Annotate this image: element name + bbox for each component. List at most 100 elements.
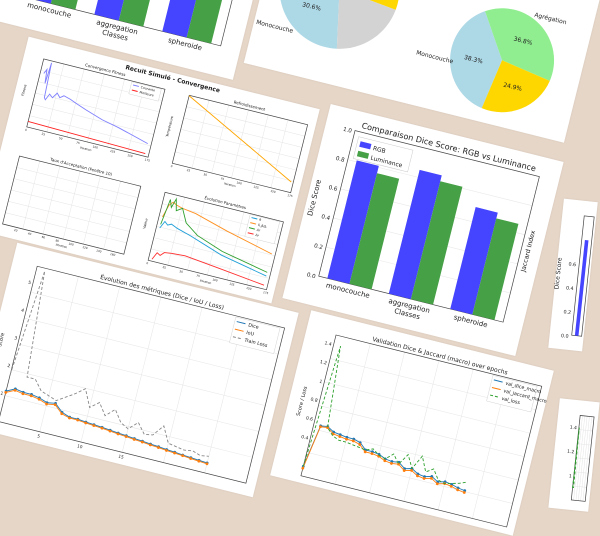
x-tick-label: 40 bbox=[27, 231, 32, 236]
x-tick-label: 100 bbox=[92, 145, 98, 150]
gridline bbox=[8, 201, 130, 232]
pie-slice-#ffd700 bbox=[481, 60, 550, 113]
data-point bbox=[21, 392, 25, 396]
x-tick-label: 25 bbox=[41, 132, 46, 137]
data-point bbox=[60, 412, 64, 416]
pie-charts: 30.6%Monocouche29.4%Agrégation38.3%Monoc… bbox=[255, 0, 567, 113]
y-axis-label: Score / Loss bbox=[296, 386, 309, 417]
pie-pct-label: 38.3% bbox=[463, 54, 483, 65]
y-tick-label: 1.4 bbox=[324, 340, 333, 348]
legend-box bbox=[244, 214, 280, 245]
gridline bbox=[582, 416, 593, 502]
data-point bbox=[326, 426, 329, 429]
legend-label: Δr bbox=[256, 228, 261, 233]
bar-RGB-spheroide bbox=[450, 207, 498, 315]
series-line-IoU bbox=[5, 389, 208, 465]
y-tick-label: 0.6 bbox=[328, 185, 339, 193]
pie-charts-card: 30.6%Monocouche29.4%Agrégation38.3%Monoc… bbox=[243, 0, 600, 143]
y-tick-label: 0.2 bbox=[313, 243, 323, 251]
gridline bbox=[175, 151, 294, 182]
data-point bbox=[157, 446, 160, 449]
legend-label: IoU bbox=[246, 330, 256, 338]
plot-frame bbox=[26, 58, 166, 158]
y-tick-label: 0.4 bbox=[300, 434, 309, 442]
x-axis-label: Itération bbox=[224, 181, 237, 188]
pie-slice-Monocouche bbox=[450, 11, 503, 109]
series-line-Dice bbox=[5, 388, 208, 464]
x-tick-label: 100 bbox=[68, 242, 74, 247]
data-point bbox=[29, 394, 33, 398]
pie-pct-label: 24.9% bbox=[502, 82, 522, 93]
gridline bbox=[32, 104, 154, 135]
pie-pct-label: 30.6% bbox=[301, 1, 321, 12]
y-tick-label: 1 bbox=[569, 473, 573, 479]
x-tick-label: 60 bbox=[41, 235, 46, 240]
data-point bbox=[37, 397, 41, 401]
gridline bbox=[83, 176, 101, 245]
bottom-right-partial-chart: 11.21.4 bbox=[567, 415, 595, 502]
data-point bbox=[84, 421, 88, 425]
legend-label: δ_β/Δ bbox=[257, 223, 267, 229]
x-tick-label: 175 bbox=[263, 290, 269, 295]
legend-swatch bbox=[247, 232, 254, 235]
legend-box bbox=[128, 81, 162, 102]
data-point bbox=[53, 403, 57, 407]
x-tick-label: 160 bbox=[110, 252, 116, 257]
data-point bbox=[13, 388, 17, 392]
y-tick-label: 0.4 bbox=[320, 214, 331, 222]
data-point bbox=[140, 440, 144, 444]
plot-frame bbox=[147, 191, 284, 291]
data-point bbox=[345, 437, 348, 441]
gridline bbox=[177, 140, 297, 171]
x-tick-label: 25 bbox=[162, 265, 167, 270]
dice-comparison-chart: monocoucheaggregationspheroide0.00.20.40… bbox=[306, 121, 540, 329]
legend-swatch bbox=[250, 222, 257, 225]
data-point bbox=[100, 426, 104, 430]
pie-slice-label: Monocouche bbox=[255, 19, 294, 35]
series-line-val_jaccard_macro bbox=[302, 426, 465, 493]
y-tick-label: 1.2 bbox=[319, 359, 328, 367]
bar-RGB-monocouche bbox=[327, 160, 379, 284]
series-line-0 bbox=[188, 95, 292, 183]
series-line-Train Loss bbox=[9, 270, 209, 457]
gridline bbox=[180, 128, 300, 159]
y-tick-label: 0.6 bbox=[305, 415, 314, 423]
x-tick-label: 125 bbox=[229, 282, 235, 287]
y-tick-label: 0.6 bbox=[568, 261, 576, 268]
y-tick-label: 0.2 bbox=[563, 309, 571, 316]
bar-RGB-aggregation bbox=[388, 169, 442, 300]
legend-swatch bbox=[132, 84, 140, 87]
legend-swatch bbox=[359, 141, 372, 150]
series-line-Meilleure bbox=[28, 121, 146, 155]
y-axis-label: Valeur bbox=[142, 217, 149, 229]
gridline bbox=[250, 114, 269, 183]
bottom-right-partial-card: 1 1.2 1.4 bbox=[548, 398, 600, 512]
data-point bbox=[124, 435, 128, 438]
x-axis-label: Itération bbox=[55, 242, 68, 249]
legend-box bbox=[486, 375, 538, 413]
chart-title: Évolution Paramètres bbox=[204, 195, 247, 210]
bar-Luminance-spheroide bbox=[472, 218, 519, 320]
x-tick-label: 5 bbox=[37, 433, 41, 439]
data-point bbox=[45, 402, 49, 406]
x-tick-label: 50 bbox=[58, 136, 63, 141]
bar-1-spheroide bbox=[186, 0, 231, 44]
x-tick-label: 175 bbox=[144, 157, 150, 162]
legend-box bbox=[229, 316, 281, 354]
x-tick-label: 0 bbox=[170, 164, 173, 168]
dice-comparison-card: monocouche aggregation spheroide 0.0 0.2 0.4 0… bbox=[282, 103, 564, 357]
x-tick-label: 10 bbox=[77, 443, 84, 449]
x-tick-label: 25 bbox=[186, 168, 191, 173]
data-point bbox=[108, 429, 112, 433]
pie-slice-Agrégation bbox=[485, 8, 555, 81]
y-tick-label: 0.8 bbox=[335, 156, 346, 164]
right-partial-card: 0.0 0.2 0.4 0.6 Dice Score bbox=[548, 198, 598, 352]
legend-swatch bbox=[131, 89, 138, 92]
right-axis-label: Jaccard Index bbox=[520, 230, 537, 274]
legend-label: Dice bbox=[247, 322, 259, 330]
y-tick-label: 0.4 bbox=[566, 285, 574, 292]
series-line-δ_β/Δ bbox=[162, 201, 273, 255]
y-axis-label: Fitness bbox=[21, 84, 28, 97]
data-point bbox=[351, 439, 355, 443]
